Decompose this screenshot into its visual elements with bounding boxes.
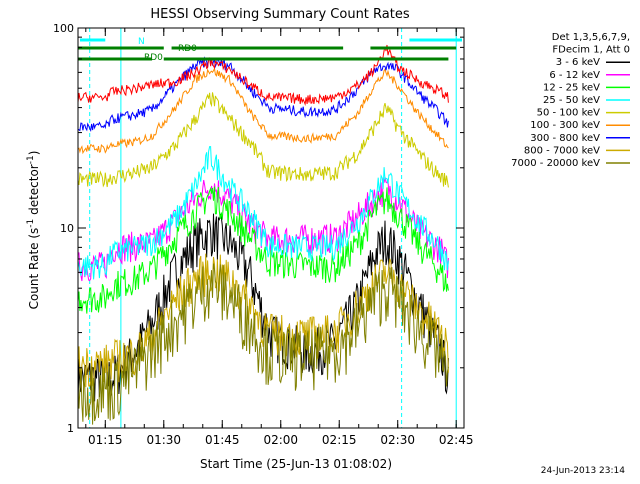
y-tick-label: 10: [60, 222, 74, 235]
chart-title: HESSI Observing Summary Count Rates: [150, 7, 409, 22]
legend-header-1: FDecim 1, Att 0: [552, 45, 630, 56]
series-line-3: [77, 146, 449, 280]
y-axis-label-sup-2: -1: [26, 155, 36, 164]
series-line-0: [77, 213, 449, 405]
annotation-2: RD0: [144, 53, 163, 63]
legend-label-8: 7000 - 20000 keV: [511, 158, 600, 169]
y-axis-label: Count Rate (s-1 detector-1): [26, 151, 41, 310]
plot-area: N RD0 RD0 1 10 100 01:15 01:30 01:45 02:00 02:15 02…: [53, 22, 473, 447]
legend-label-1: 6 - 12 keV: [549, 70, 600, 81]
timestamp: 24-Jun-2013 23:14: [541, 466, 625, 476]
legend: Det 1,3,5,6,7,9, FDecim 1, Att 03 - 6 keV…: [511, 32, 630, 169]
annotation-1: RD0: [178, 44, 197, 54]
annotation-0: N: [138, 37, 145, 47]
legend-label-5: 100 - 300 keV: [530, 120, 600, 131]
series-line-4: [77, 92, 449, 188]
y-axis-label-part-2: detector: [27, 164, 41, 219]
series-line-5: [77, 66, 449, 155]
series-line-8: [77, 263, 449, 425]
x-tick-label: 02:00: [263, 433, 298, 447]
legend-label-6: 300 - 800 keV: [530, 133, 600, 144]
x-tick-label: 02:15: [322, 433, 357, 447]
y-axis-label-sup-1: -1: [26, 219, 36, 228]
x-tick-label: 02:45: [439, 433, 474, 447]
x-tick-label: 01:30: [146, 433, 181, 447]
y-tick-label: 1: [67, 422, 74, 435]
x-tick-label: 01:45: [205, 433, 240, 447]
legend-header-0: Det 1,3,5,6,7,9,: [552, 32, 630, 43]
y-tick-label: 100: [53, 22, 74, 35]
x-tick-label: 02:30: [380, 433, 415, 447]
legend-label-4: 50 - 100 keV: [537, 108, 601, 119]
x-axis-label: Start Time (25-Jun-13 01:08:02): [200, 457, 392, 471]
legend-label-0: 3 - 6 keV: [556, 57, 600, 68]
y-axis-label-part-3: ): [27, 151, 41, 156]
legend-label-7: 800 - 7000 keV: [524, 145, 600, 156]
series-line-6: [77, 56, 449, 132]
series-line-2: [77, 186, 449, 314]
legend-label-2: 12 - 25 keV: [543, 82, 600, 93]
legend-label-3: 25 - 50 keV: [543, 95, 600, 106]
y-axis-label-part-1: Count Rate (s: [27, 228, 41, 310]
x-tick-label: 01:15: [88, 433, 123, 447]
series-line-7: [77, 253, 449, 388]
